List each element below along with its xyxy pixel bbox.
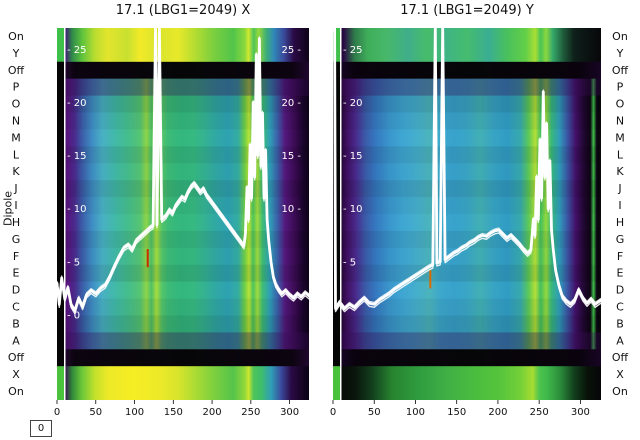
row-label: L xyxy=(13,148,20,161)
x-tick-label: 150 xyxy=(164,407,183,418)
row-label: A xyxy=(616,334,624,347)
y-inner-tick-label: 20 - xyxy=(281,98,301,109)
row-label: Y xyxy=(12,47,20,60)
y-inner-tick-label: - 10 xyxy=(67,204,87,215)
y-inner-tick-label: - 5 xyxy=(67,257,80,268)
x-tick-label: 0 xyxy=(330,407,336,418)
row-label: K xyxy=(12,165,20,178)
row-label: B xyxy=(12,317,20,330)
row-label: P xyxy=(13,81,20,94)
y-inner-tick-label: 15 - xyxy=(281,151,301,162)
row-label: N xyxy=(616,115,624,128)
x-tick-label: 250 xyxy=(530,407,549,418)
x-tick-label: 200 xyxy=(488,407,507,418)
row-label: Off xyxy=(612,64,629,77)
row-label: D xyxy=(616,284,624,297)
row-label: Off xyxy=(612,351,629,364)
x-tick-label: 0 xyxy=(54,407,60,418)
row-label: O xyxy=(616,98,625,111)
row-label: C xyxy=(12,301,20,314)
row-label: D xyxy=(12,284,20,297)
x-tick-label: 250 xyxy=(241,407,260,418)
x-tick-label: 100 xyxy=(406,407,425,418)
row-label: I xyxy=(618,199,621,212)
row-label: Off xyxy=(8,64,25,77)
x-tick-label: 300 xyxy=(571,407,590,418)
y-inner-tick-label: - 0 xyxy=(67,310,80,321)
row-label: X xyxy=(12,368,20,381)
row-label: J xyxy=(617,182,621,195)
row-label: E xyxy=(13,267,20,280)
row-label: O xyxy=(12,98,21,111)
row-label: M xyxy=(615,131,625,144)
row-label: P xyxy=(617,81,624,94)
y-inner-tick-label: 10 - xyxy=(281,204,301,215)
row-label: B xyxy=(616,317,624,330)
row-label: On xyxy=(612,30,628,43)
y-inner-tick-label: - 20 xyxy=(67,98,87,109)
row-label: K xyxy=(616,165,624,178)
panel-y-title: 17.1 (LBG1=2049) Y xyxy=(400,3,534,18)
row-label: G xyxy=(12,233,21,246)
y-inner-tick-label: - 20 xyxy=(343,98,363,109)
row-label: H xyxy=(12,216,20,229)
row-label: On xyxy=(8,385,24,398)
y-inner-tick-label: - 15 xyxy=(67,151,87,162)
glitch-marker xyxy=(146,249,149,268)
y-inner-tick-label: 25 - xyxy=(281,45,301,56)
row-label: G xyxy=(616,233,625,246)
y-inner-tick-label: - 15 xyxy=(343,151,363,162)
row-label: A xyxy=(12,334,20,347)
x-tick-label: 50 xyxy=(89,407,102,418)
row-label: Off xyxy=(8,351,25,364)
row-label: On xyxy=(8,30,24,43)
heatmap-panel-y xyxy=(333,28,601,400)
row-label: X xyxy=(616,368,624,381)
x-tick-label: 150 xyxy=(447,407,466,418)
row-label: On xyxy=(612,385,628,398)
row-label: F xyxy=(617,250,623,263)
x-tick-label: 50 xyxy=(368,407,381,418)
y-inner-tick-label: - 5 xyxy=(343,257,356,268)
row-label: F xyxy=(13,250,19,263)
y-inner-tick-label: - 25 xyxy=(67,45,87,56)
y-inner-tick-label: - 10 xyxy=(343,204,363,215)
row-label: Y xyxy=(616,47,624,60)
row-label: M xyxy=(11,131,21,144)
beam-profile-line xyxy=(57,28,309,310)
row-label: E xyxy=(617,267,624,280)
glitch-marker xyxy=(429,270,432,289)
heatmap-panel-x xyxy=(57,28,309,400)
row-label: L xyxy=(617,148,624,161)
row-label: C xyxy=(616,301,624,314)
row-label: N xyxy=(12,115,20,128)
beam-profile-line xyxy=(334,28,601,308)
x-tick-label: 200 xyxy=(203,407,222,418)
y-inner-tick-label: - 25 xyxy=(343,45,363,56)
panel-x-title: 17.1 (LBG1=2049) X xyxy=(115,3,251,18)
offset-readout: 0 xyxy=(30,420,52,437)
row-label: J xyxy=(13,182,17,195)
x-tick-label: 100 xyxy=(125,407,144,418)
x-tick-label: 300 xyxy=(280,407,299,418)
row-label: I xyxy=(14,199,17,212)
row-label: H xyxy=(616,216,624,229)
y-axis-label: Dipole xyxy=(1,190,15,227)
